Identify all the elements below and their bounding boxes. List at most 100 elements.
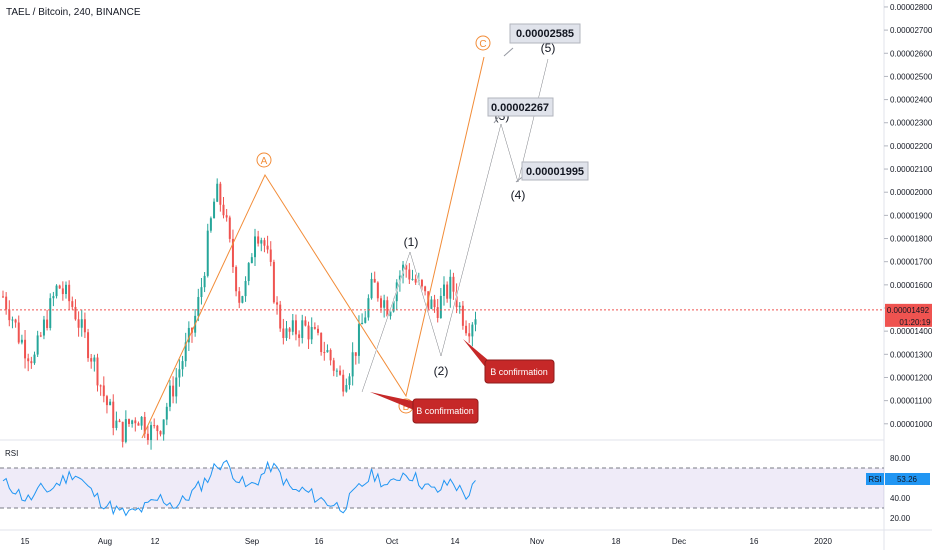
candle: [279, 300, 282, 332]
candle-body: [424, 286, 427, 292]
candle: [430, 296, 433, 310]
candle-body: [420, 280, 423, 287]
candle: [131, 419, 134, 428]
rsi-value-badge: [885, 473, 930, 485]
candle-body: [115, 420, 118, 428]
candle: [471, 322, 474, 347]
candle-body: [77, 319, 80, 328]
candle: [373, 271, 376, 283]
candle: [109, 398, 112, 406]
candle-body: [443, 284, 445, 296]
candle-body: [118, 420, 121, 422]
candle-body: [411, 278, 414, 280]
candle: [439, 287, 442, 319]
callout-1-box: [412, 398, 479, 424]
candle-body: [342, 374, 345, 392]
candle-body: [238, 291, 241, 303]
target-box-1[interactable]: 0.00002585: [503, 23, 581, 57]
candle: [370, 272, 373, 300]
rsi-value: 53.26: [897, 475, 918, 484]
candle: [288, 327, 291, 340]
candle: [143, 411, 146, 439]
candle-body: [351, 352, 354, 377]
candle-body: [260, 240, 263, 244]
candle-body: [11, 319, 14, 321]
candle: [58, 284, 61, 289]
candle-body: [414, 278, 417, 283]
candle-body: [68, 284, 71, 302]
abc-polyline: [141, 56, 485, 439]
candle: [386, 296, 389, 317]
candle-body: [216, 183, 219, 202]
symbol-title[interactable]: TAEL / Bitcoin, 240, BINANCE: [6, 7, 141, 18]
candle: [206, 223, 209, 278]
time-tick-label: 15: [21, 537, 30, 546]
candle: [11, 316, 14, 329]
candle: [80, 309, 83, 337]
candle-body: [52, 296, 55, 299]
candle-body: [71, 301, 74, 307]
candle: [200, 277, 203, 305]
candle-body: [317, 328, 319, 333]
candle-body: [112, 401, 115, 428]
price-tick-label: 0.00002400: [890, 96, 932, 105]
target-1-pointer: [503, 47, 514, 57]
candle-body: [471, 324, 474, 337]
candle-body: [17, 322, 20, 343]
candle-body: [458, 305, 461, 308]
candle-body: [436, 307, 439, 318]
candle: [383, 294, 386, 318]
candle: [128, 418, 130, 427]
candle: [165, 402, 168, 426]
candle: [93, 354, 96, 372]
candle: [55, 284, 58, 299]
wave-A-circle: [256, 152, 272, 168]
candle-body: [376, 282, 379, 299]
candle: [282, 318, 285, 345]
candle: [27, 353, 30, 372]
candle: [222, 197, 225, 219]
candle-body: [93, 357, 96, 362]
candle-body: [219, 183, 222, 205]
candle: [24, 330, 27, 369]
candle-body: [276, 302, 279, 305]
wave-label-C: C: [475, 35, 491, 51]
candle-body: [288, 328, 291, 332]
b-confirmation-callout-1[interactable]: B confirmation: [370, 392, 479, 424]
candle-body: [266, 245, 269, 250]
candle: [83, 312, 86, 339]
price-tick-label: 0.00001700: [890, 258, 932, 267]
candle-body: [206, 230, 209, 276]
candle-body: [178, 369, 181, 378]
candle: [357, 315, 360, 364]
b-confirmation-callout-2[interactable]: B confirmation: [463, 339, 555, 384]
rsi-line: [2, 459, 476, 517]
candle-body: [96, 357, 99, 386]
time-axis[interactable]: 15 Aug 12 Sep 16 Oct 14 Nov 18 Dec 16 2020: [21, 537, 833, 546]
candle-body: [244, 281, 247, 297]
target-2-text: 0.00002267: [491, 102, 549, 114]
candle-body: [461, 305, 464, 326]
time-tick-label: Aug: [98, 537, 112, 546]
candle-body: [74, 306, 77, 320]
price-tick-label: 0.00001600: [890, 281, 932, 290]
wave-4-label: (4): [511, 188, 526, 202]
candle: [291, 313, 294, 336]
candle: [14, 318, 17, 328]
candle: [61, 281, 64, 301]
candle: [351, 342, 354, 386]
time-tick-label: Oct: [386, 537, 399, 546]
target-box-2[interactable]: 0.00002267: [487, 97, 554, 124]
candle-body: [36, 335, 39, 355]
candle: [260, 237, 263, 252]
candle-body: [323, 352, 326, 354]
target-box-3[interactable]: 0.00001995: [515, 161, 589, 183]
candle: [140, 416, 143, 430]
wave-B-label: B: [403, 402, 410, 413]
candle-body: [386, 300, 389, 317]
candle: [52, 291, 55, 307]
candle: [313, 322, 316, 330]
candle: [8, 300, 11, 327]
